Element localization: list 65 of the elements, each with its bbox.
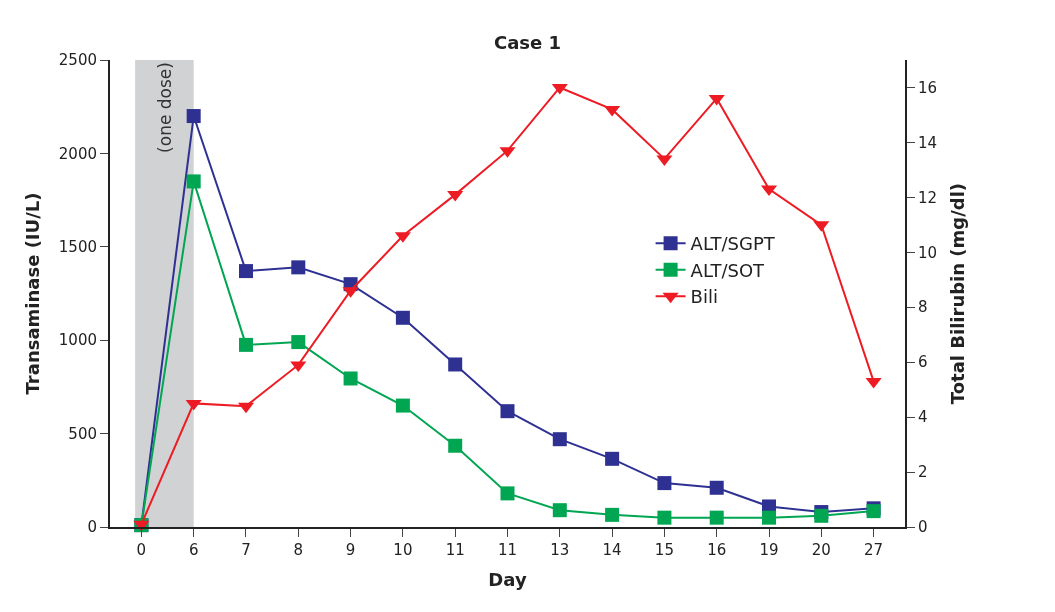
y-tick-label: 2000 <box>58 144 97 163</box>
x-tick-label: 10 <box>393 541 413 559</box>
legend-label: ALT/SGPT <box>690 233 776 255</box>
x-axis-title: Day <box>488 568 527 590</box>
x-tick-label: 27 <box>864 541 884 559</box>
point <box>605 507 620 522</box>
x-tick-label: 20 <box>811 541 831 559</box>
point <box>657 476 672 491</box>
y2-tick-label: 10 <box>918 243 938 262</box>
point <box>604 105 621 117</box>
point <box>709 510 724 525</box>
legend-label: Bili <box>690 286 718 308</box>
point <box>238 337 253 352</box>
x-tick-label: 6 <box>188 541 199 559</box>
y-tick-label: 1000 <box>58 331 97 350</box>
x-tick-label: 11 <box>497 541 518 559</box>
point <box>500 486 515 501</box>
y2-tick-label: 14 <box>918 133 938 152</box>
y2-tick-label: 8 <box>918 298 928 317</box>
point <box>552 503 567 518</box>
y-axis-title: Transaminase (IU/L) <box>21 192 43 395</box>
point <box>865 377 882 389</box>
legend-label: ALT/SOT <box>690 259 766 281</box>
y-tick-label: 0 <box>87 518 97 537</box>
y2-tick-label: 2 <box>918 463 928 482</box>
band-label: (one dose) <box>154 62 175 153</box>
point <box>186 174 201 189</box>
point <box>448 438 463 453</box>
x-tick-label: 7 <box>241 541 251 559</box>
point <box>708 94 725 106</box>
x-tick-label: 14 <box>602 541 622 559</box>
point <box>395 310 410 325</box>
y2-tick-label: 6 <box>918 353 928 372</box>
y2-tick-label: 4 <box>918 408 928 427</box>
point <box>552 432 567 447</box>
x-tick-label: 9 <box>345 541 356 559</box>
point <box>185 399 202 411</box>
point <box>605 451 620 466</box>
point <box>709 480 724 495</box>
y-tick-label: 2500 <box>58 51 97 70</box>
point <box>657 510 672 525</box>
y2-tick-label: 12 <box>918 188 938 207</box>
point <box>343 371 358 386</box>
y2-axis-title: Total Bilirubin (mg/dl) <box>946 182 968 405</box>
point <box>186 109 201 124</box>
x-tick-label: 11 <box>445 541 465 559</box>
point <box>762 510 777 525</box>
y2-tick-label: 0 <box>918 518 928 537</box>
x-tick-label: 15 <box>654 541 674 559</box>
x-tick-label: 13 <box>550 541 570 559</box>
point <box>291 260 306 275</box>
x-tick-label: 8 <box>293 541 304 559</box>
chart-title: Case 1 <box>493 32 562 54</box>
y2-tick-label: 16 <box>918 78 938 97</box>
x-tick-label: 0 <box>136 541 147 559</box>
point <box>448 357 463 372</box>
point <box>291 335 306 350</box>
point <box>395 398 410 413</box>
point <box>551 83 568 95</box>
point <box>500 404 515 419</box>
point <box>238 264 253 279</box>
x-tick-label: 16 <box>707 541 727 559</box>
y-tick-label: 1500 <box>58 238 97 257</box>
x-tick-label: 19 <box>759 541 779 559</box>
y-tick-label: 500 <box>68 424 97 443</box>
